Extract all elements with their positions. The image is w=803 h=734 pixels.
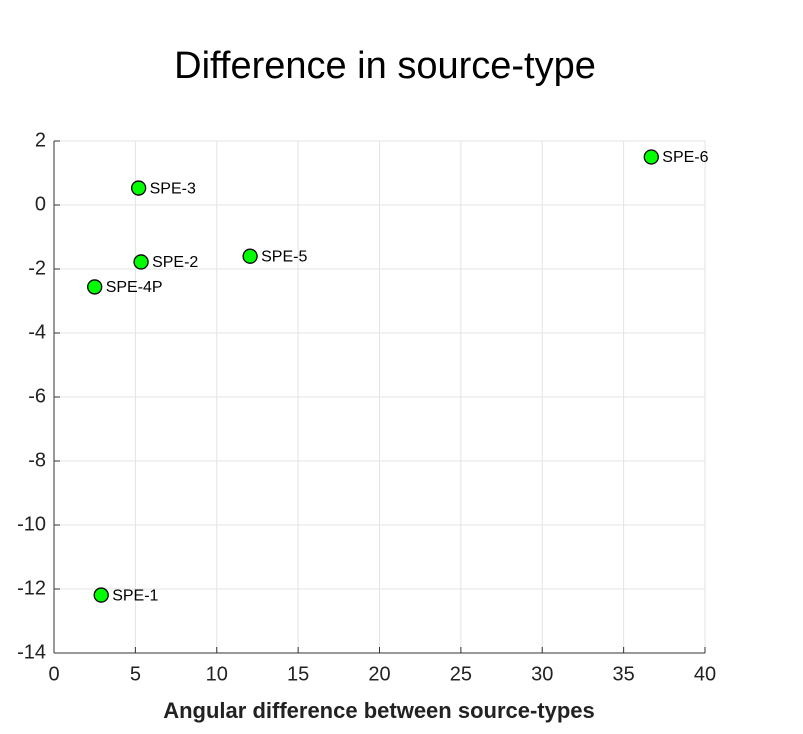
y-tick-label: -8 [28,449,46,471]
point [87,279,103,295]
chart-title: Difference in source-type [174,45,596,87]
point-label: SPE-5 [261,248,307,265]
x-tick-label: 35 [613,663,635,685]
point-label: SPE-6 [662,149,708,166]
x-tick-label: 20 [368,663,390,685]
point [643,149,659,165]
point-label: SPE-3 [150,180,196,197]
x-tick-label: 0 [48,663,59,685]
x-tick-label: 30 [531,663,553,685]
point [93,587,109,603]
x-tick-label: 40 [694,663,716,685]
point [133,254,149,270]
y-tick-label: -12 [17,577,46,599]
y-tick-label: -4 [28,321,46,343]
point-label: SPE-4P [106,279,163,296]
y-tick-label: 2 [35,129,46,151]
point [130,180,147,196]
x-tick-label: 5 [130,663,141,685]
y-tick-label: 0 [35,193,46,215]
x-axis-label: Angular difference between source-types [163,698,595,723]
x-tick-label: 10 [206,663,228,685]
point-label: SPE-1 [112,587,158,604]
point [242,248,258,264]
y-tick-label: -14 [17,641,46,663]
y-tick-label: -10 [17,513,46,535]
y-tick-label: -6 [28,385,46,407]
y-tick-label: -2 [28,257,46,279]
x-tick-label: 25 [450,663,472,685]
x-tick-label: 15 [287,663,309,685]
point-label: SPE-2 [152,254,198,271]
